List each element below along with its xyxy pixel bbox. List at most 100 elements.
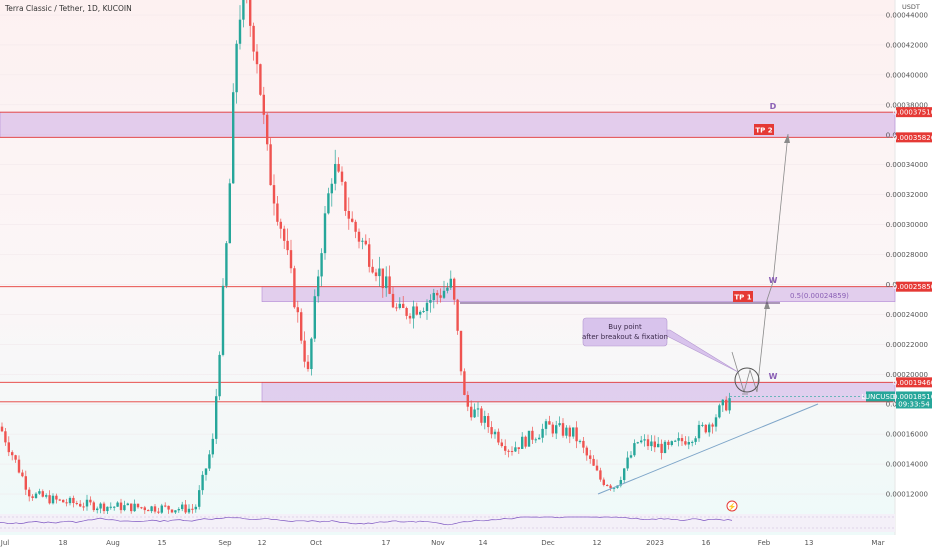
candle-body bbox=[374, 272, 378, 277]
candle-body bbox=[96, 508, 99, 511]
candle-body bbox=[721, 399, 724, 406]
candle-body bbox=[473, 409, 476, 418]
candle-body bbox=[408, 315, 412, 319]
candle-body bbox=[221, 285, 225, 355]
candle-body bbox=[187, 508, 191, 513]
symbol-tag-label: LUNCUSDT bbox=[861, 393, 900, 401]
candle-body bbox=[558, 423, 561, 426]
time-axis[interactable]: Jul 18 Aug 15 Sep 12 Oct 17 Nov 14 Dec 12 2023 16 Feb 1… bbox=[0, 539, 885, 547]
candle-body bbox=[527, 430, 531, 447]
level-tag-label: 0.00037510 bbox=[893, 109, 932, 117]
candle-body bbox=[269, 144, 272, 186]
candle-body bbox=[296, 307, 299, 313]
candle-body bbox=[646, 439, 650, 447]
candle-body bbox=[167, 505, 170, 510]
candle-body bbox=[541, 428, 544, 438]
candle-body bbox=[283, 228, 286, 241]
candle-body bbox=[113, 506, 116, 508]
candle-body bbox=[422, 311, 425, 313]
candle-body bbox=[303, 340, 306, 362]
candle-body bbox=[55, 495, 58, 500]
candle-body bbox=[697, 424, 701, 439]
candle-body bbox=[62, 499, 65, 503]
level-tag bbox=[896, 132, 932, 143]
candle-body bbox=[453, 278, 456, 300]
candle-body bbox=[119, 502, 123, 511]
candle-body bbox=[337, 163, 340, 172]
candle-body bbox=[249, 0, 252, 26]
candle-body bbox=[507, 450, 510, 452]
candle-body bbox=[449, 278, 452, 288]
candle-body bbox=[429, 300, 432, 303]
candle-body bbox=[701, 424, 704, 426]
candle-body bbox=[633, 443, 636, 456]
x-tick-label: Jul bbox=[0, 539, 9, 547]
candle-body bbox=[643, 439, 646, 441]
candle-body bbox=[378, 268, 381, 277]
candle-body bbox=[500, 442, 503, 447]
price-tags: 0.00037510 0.00035826 0.00025850 0.00019460… bbox=[730, 107, 932, 409]
y-tick-label: 0.00030000 bbox=[886, 221, 928, 229]
candle-body bbox=[201, 474, 204, 491]
candle-body bbox=[684, 441, 687, 445]
candle-body bbox=[483, 416, 486, 423]
candle-body bbox=[177, 509, 180, 511]
candle-body bbox=[402, 303, 405, 309]
candle-body bbox=[439, 295, 442, 298]
candle-body bbox=[211, 438, 214, 455]
candle-body bbox=[45, 495, 48, 497]
fib-label: 0.5(0.00024859) bbox=[790, 292, 849, 300]
candle-body bbox=[259, 64, 262, 95]
countdown-label: 09:33:54 bbox=[898, 400, 930, 408]
x-tick-label: Oct bbox=[310, 539, 322, 547]
candle-body bbox=[718, 405, 721, 418]
candle-body bbox=[143, 507, 146, 511]
candle-body bbox=[677, 438, 680, 441]
candle-body bbox=[616, 485, 619, 488]
candle-body bbox=[670, 441, 673, 446]
candle-body bbox=[626, 457, 629, 469]
tp1-badge bbox=[733, 291, 753, 302]
y-tick-label: 0.00042000 bbox=[886, 41, 928, 49]
candle-body bbox=[504, 446, 507, 451]
candle-body bbox=[126, 503, 129, 506]
support-trendline[interactable] bbox=[597, 403, 819, 495]
letter-w-upper: W bbox=[769, 276, 778, 285]
candle-body bbox=[575, 427, 578, 442]
candle-body bbox=[364, 240, 367, 245]
candle-body bbox=[266, 114, 269, 145]
candle-body bbox=[38, 491, 41, 494]
candle-body bbox=[133, 503, 136, 512]
candle-body bbox=[660, 443, 663, 453]
buy-point-line2: after breakout & fixation bbox=[582, 333, 668, 341]
level-tag-label: 0.00019460 bbox=[893, 379, 932, 387]
candle-body bbox=[517, 447, 520, 449]
candle-body bbox=[82, 506, 85, 508]
candle-body bbox=[636, 442, 639, 444]
candle-body bbox=[361, 240, 364, 242]
candle-body bbox=[653, 441, 656, 448]
candle-body bbox=[487, 416, 490, 428]
candle-body bbox=[28, 489, 31, 497]
candle-body bbox=[725, 399, 728, 411]
candle-body bbox=[663, 441, 667, 453]
candle-body bbox=[317, 276, 320, 297]
x-tick-label: 17 bbox=[382, 539, 391, 547]
alert-icon[interactable] bbox=[726, 500, 738, 512]
candle-body bbox=[490, 427, 493, 435]
candle-body bbox=[109, 506, 112, 508]
candle-body bbox=[565, 427, 568, 436]
candle-body bbox=[140, 507, 143, 509]
candle-body bbox=[395, 307, 398, 309]
buy-point-circle[interactable] bbox=[734, 367, 760, 393]
zone-rect[interactable] bbox=[261, 382, 896, 403]
candle-body bbox=[72, 497, 75, 504]
chart-title: Terra Classic / Tether, 1D, KUCOIN bbox=[4, 4, 132, 13]
candle-body bbox=[181, 504, 184, 510]
x-tick-label: 12 bbox=[593, 539, 602, 547]
candle-body bbox=[538, 437, 541, 440]
candle-body bbox=[612, 487, 616, 489]
candle-body bbox=[130, 503, 133, 512]
candle-body bbox=[493, 431, 497, 435]
